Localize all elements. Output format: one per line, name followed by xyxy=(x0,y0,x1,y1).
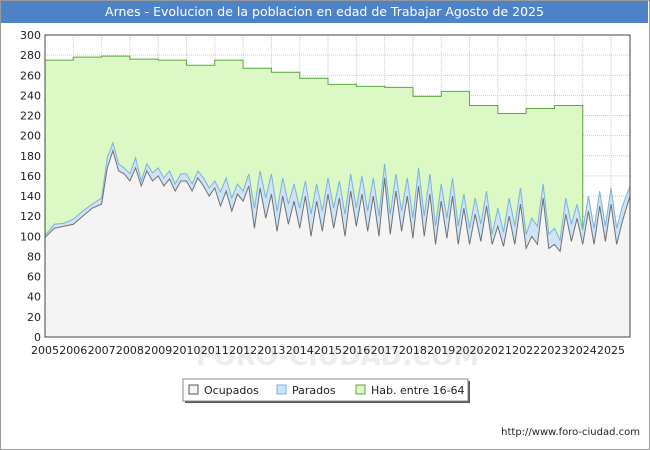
y-tick-label: 20 xyxy=(27,311,41,324)
y-tick-label: 160 xyxy=(20,170,41,183)
series-parados-line xyxy=(44,141,631,243)
x-tick-label: 2013 xyxy=(257,344,285,357)
y-tick-label: 280 xyxy=(20,49,41,62)
x-tick-label: 2006 xyxy=(59,344,87,357)
x-tick-label: 2021 xyxy=(484,344,512,357)
x-axis: 2005 2006 2007 2008 2009 2010 2011 2012 2013 2014… xyxy=(31,344,625,357)
series-ocupados-area xyxy=(45,150,630,337)
legend-swatch xyxy=(188,384,199,395)
series-hab-line xyxy=(45,55,584,337)
series-layer xyxy=(44,55,631,337)
y-tick-label: 100 xyxy=(20,230,41,243)
legend: Ocupados Parados Hab. entre 16-64 xyxy=(182,378,470,403)
plot-border xyxy=(44,34,631,338)
x-tick-label: 2012 xyxy=(229,344,257,357)
x-tick-label: 2025 xyxy=(597,344,625,357)
x-tick-label: 2017 xyxy=(371,344,399,357)
y-tick-label: 260 xyxy=(20,69,41,82)
y-tick-label: 140 xyxy=(20,190,41,203)
y-tick-label: 200 xyxy=(20,130,41,143)
y-tick-label: 220 xyxy=(20,110,41,123)
watermark: FORO-CIUDAD.COM xyxy=(196,342,479,372)
x-tick-label: 2019 xyxy=(427,344,455,357)
series-ocupados-line xyxy=(44,149,631,253)
x-tick-label: 2020 xyxy=(456,344,484,357)
x-tick-label: 2010 xyxy=(173,344,201,357)
x-tick-label: 2016 xyxy=(342,344,370,357)
x-tick-label: 2007 xyxy=(88,344,116,357)
legend-box xyxy=(182,378,469,402)
y-tick-label: 180 xyxy=(20,150,41,163)
x-tick-label: 2011 xyxy=(201,344,229,357)
x-tick-label: 2005 xyxy=(31,344,59,357)
x-tick-label: 2014 xyxy=(286,344,314,357)
y-tick-label: 240 xyxy=(20,89,41,102)
legend-label: Ocupados xyxy=(204,384,259,397)
y-tick-label: 60 xyxy=(27,271,41,284)
y-axis: 0 20 40 60 80 100 120 140 160 180 200 220 240 260 280 3… xyxy=(20,29,41,344)
legend-label: Hab. entre 16-64 xyxy=(371,384,465,397)
chart-title: Arnes - Evolucion de la poblacion en eda… xyxy=(1,1,648,23)
legend-label: Parados xyxy=(292,384,336,397)
x-tick-label: 2023 xyxy=(540,344,568,357)
y-tick-label: 80 xyxy=(27,250,41,263)
x-tick-label: 2018 xyxy=(399,344,427,357)
x-tick-label: 2008 xyxy=(116,344,144,357)
legend-swatch xyxy=(276,384,287,395)
x-tick-label: 2024 xyxy=(569,344,597,357)
x-tick-label: 2022 xyxy=(512,344,540,357)
source-url[interactable]: http://www.foro-ciudad.com xyxy=(501,427,640,438)
y-tick-label: 40 xyxy=(27,291,41,304)
y-tick-label: 120 xyxy=(20,210,41,223)
x-tick-label: 2015 xyxy=(314,344,342,357)
x-tick-label: 2009 xyxy=(144,344,172,357)
y-tick-label: 300 xyxy=(20,29,41,42)
y-tick-label: 0 xyxy=(34,331,41,344)
legend-swatch xyxy=(355,384,366,395)
